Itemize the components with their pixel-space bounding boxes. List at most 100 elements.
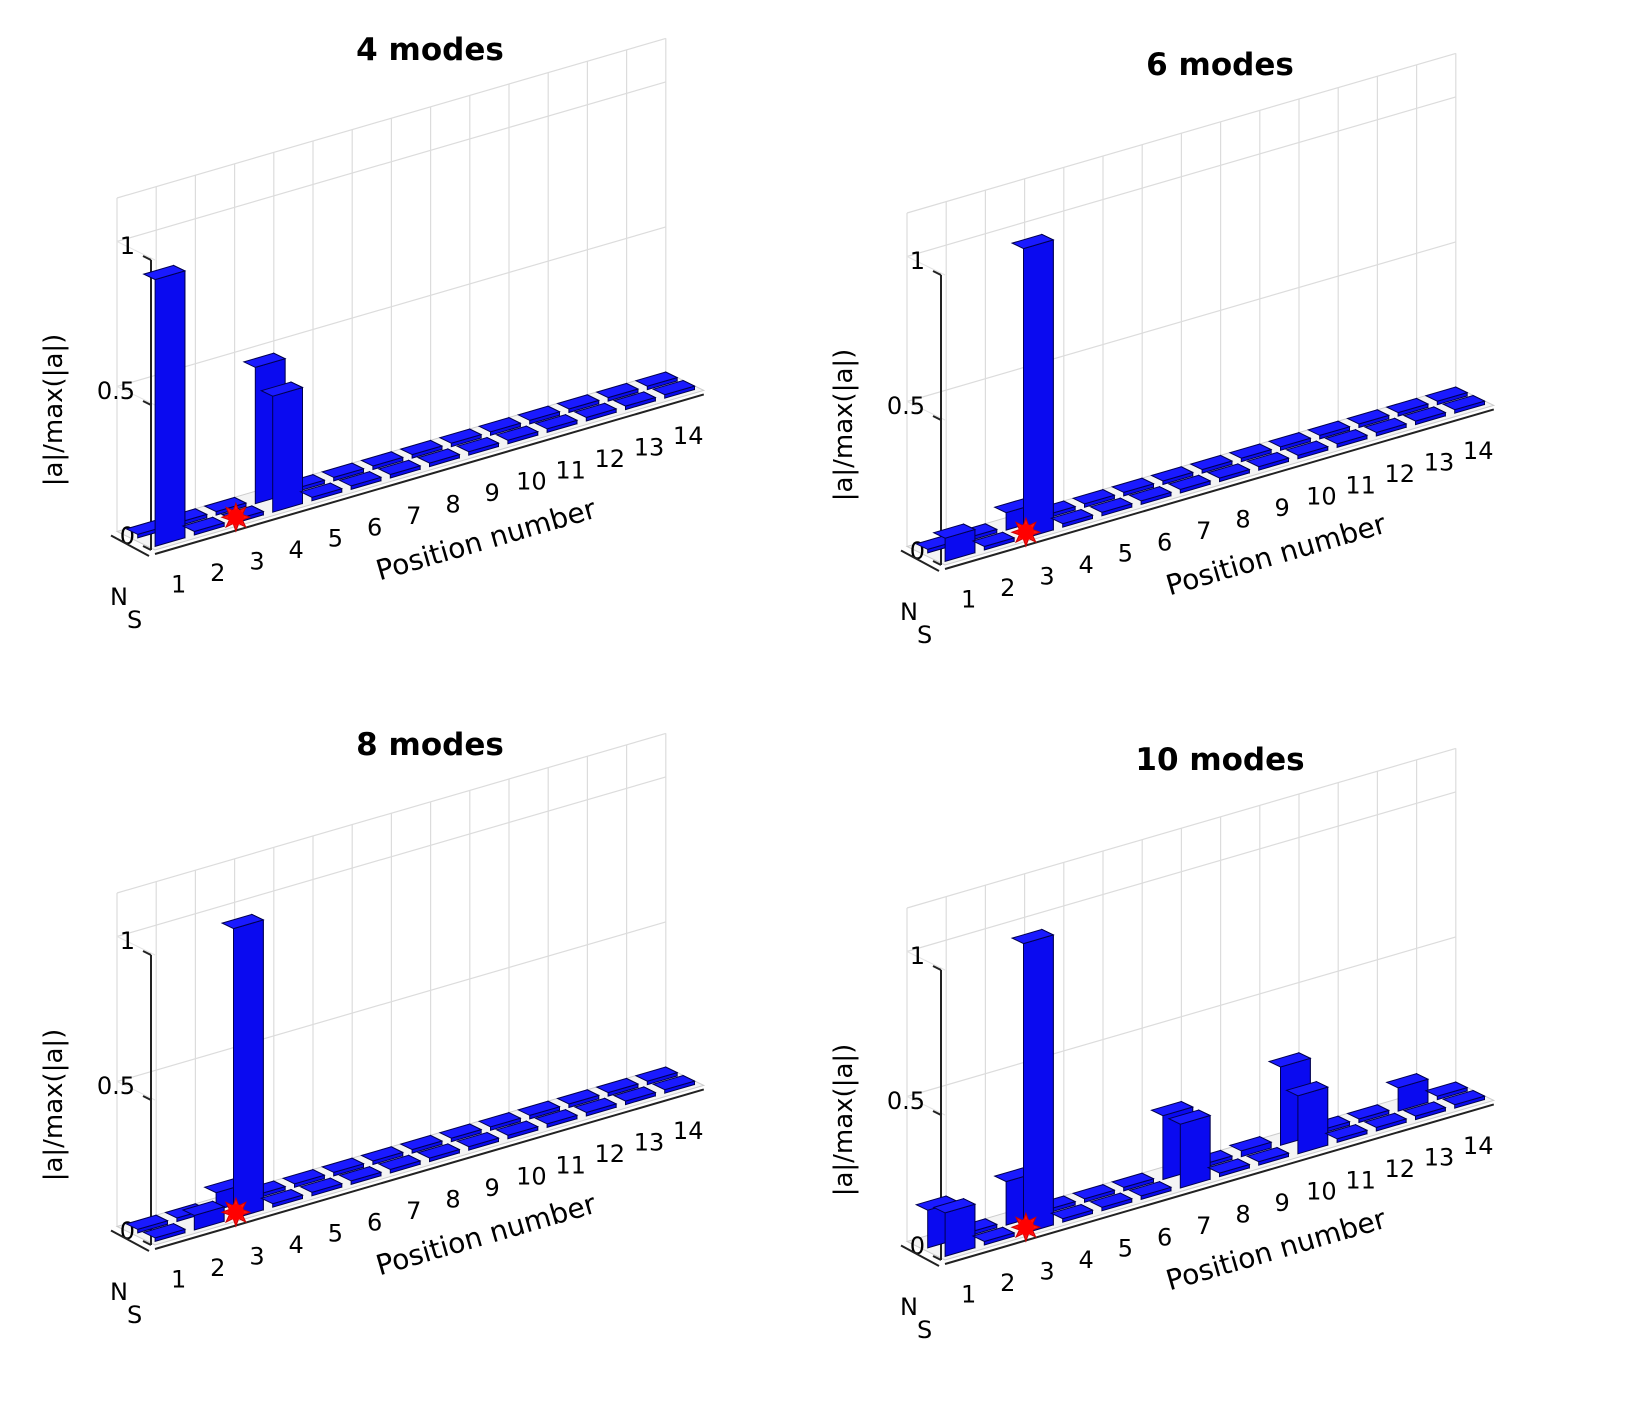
bar-back-pos-10 — [477, 416, 522, 436]
bar-back-pos-12 — [556, 393, 601, 414]
chart-panel-4: 10 modes 0 0.5 1 |a|/max(|a|) N S 1 2 3 4 5 6 7 8 9 10 11… — [790, 720, 1590, 1420]
bar-back-pos-12 — [556, 1088, 601, 1109]
grid-line — [906, 1096, 946, 1116]
marker-star — [220, 501, 252, 533]
bar-back-pos-14 — [1424, 386, 1469, 406]
bar-back-pos-7 — [360, 1145, 405, 1166]
bar-front-pos-8 — [416, 448, 461, 468]
bar-front-pos-14 — [1441, 394, 1486, 414]
depth-axis-label: N — [900, 1293, 918, 1321]
bar-back-pos-13 — [595, 382, 640, 402]
x-tick-label: 1 — [171, 1265, 186, 1293]
bars — [124, 913, 696, 1243]
x-tick-label: 13 — [1424, 449, 1455, 477]
z-tick-label: 1 — [910, 247, 925, 275]
bar-back-pos-6 — [1110, 477, 1155, 497]
x-tick-label: 11 — [1345, 471, 1376, 499]
x-tick-label: 6 — [367, 513, 382, 541]
x-tick-label: 12 — [1385, 1155, 1416, 1183]
y-axis-label: |a|/max(|a|) — [39, 334, 69, 487]
bar-front-pos-2 — [971, 1226, 1016, 1246]
chart-panel-2: 6 modes 0 0.5 1 |a|/max(|a|) N S 1 2 3 4 5 6 7 8 9 10 11 1… — [790, 25, 1590, 725]
depth-axis-label: N — [110, 1278, 128, 1306]
marker-star — [220, 1196, 252, 1228]
bar-front-pos-3 — [1010, 233, 1055, 540]
bar-back-pos-13 — [1385, 1072, 1430, 1112]
x-tick-label: 14 — [673, 1117, 704, 1145]
grid-line — [116, 732, 666, 894]
z-tick-label: 0 — [910, 537, 925, 565]
grid-line — [906, 401, 946, 421]
bar-front-pos-11 — [1324, 1123, 1369, 1144]
z-tick — [142, 400, 152, 406]
x-tick-label: 8 — [445, 491, 460, 519]
x-tick-label: 14 — [1463, 437, 1494, 465]
x-tick-label: 10 — [1306, 483, 1337, 511]
x-tick-label: 14 — [673, 422, 704, 450]
bar-back-pos-1 — [124, 1214, 169, 1234]
x-tick-label: 10 — [516, 1163, 547, 1191]
z-axis: 00.51 — [887, 247, 942, 566]
bar-front-pos-10 — [495, 1120, 540, 1140]
bar-front-pos-12 — [1363, 1112, 1408, 1132]
x-tick-label: 10 — [1306, 1178, 1337, 1206]
x-tick-label: 9 — [1275, 494, 1290, 522]
bar-front-pos-5 — [299, 1177, 344, 1197]
x-tick-label: 6 — [1157, 528, 1172, 556]
bar-front-pos-1 — [932, 523, 977, 563]
z-tick — [142, 545, 152, 551]
x-tick-label: 14 — [1463, 1132, 1494, 1160]
grid-line — [906, 52, 1456, 214]
bar-back-pos-14 — [634, 1066, 679, 1086]
bar-back-pos-7 — [360, 450, 405, 471]
x-tick-label: 2 — [210, 559, 225, 587]
bar-back-pos-12 — [1346, 408, 1391, 429]
z-tick-label: 0 — [910, 1232, 925, 1260]
bar-back-pos-8 — [399, 1134, 444, 1154]
depth-axis-line — [110, 534, 150, 557]
x-tick-label: 7 — [406, 1197, 421, 1225]
chart-title: 8 modes — [356, 727, 504, 763]
x-tick-label: 12 — [595, 445, 626, 473]
grid-line — [906, 936, 1456, 1098]
z-axis: 00.51 — [97, 232, 152, 551]
depth-axis-line — [900, 1244, 940, 1267]
x-tick-label: 5 — [328, 525, 343, 553]
x-tick-label: 4 — [289, 1231, 304, 1259]
y-axis-label: |a|/max(|a|) — [39, 1029, 69, 1182]
x-tick-label: 2 — [1000, 574, 1015, 602]
bar-front-pos-10 — [1285, 1080, 1330, 1155]
bar-back-pos-12 — [1346, 1103, 1391, 1124]
depth-axis-label-sub: S — [917, 621, 932, 649]
z-tick — [932, 270, 942, 276]
bar-back-pos-11 — [1306, 420, 1351, 440]
bar-front-pos-2 — [181, 516, 226, 536]
bar-back-pos-14 — [1424, 1081, 1469, 1101]
grid-line — [116, 1081, 156, 1101]
x-tick-label: 10 — [516, 468, 547, 496]
z-tick — [142, 1095, 152, 1101]
z-axis: 00.51 — [887, 942, 942, 1261]
x-tick-label: 2 — [210, 1254, 225, 1282]
bar-front-pos-1 — [932, 1197, 977, 1258]
bar-back-pos-10 — [1267, 431, 1312, 451]
bar-front-pos-7 — [1167, 474, 1212, 494]
chart-panel-3: 8 modes 0 0.5 1 |a|/max(|a|) N S 1 2 3 4 5 6 7 8 9 10 11 1… — [0, 705, 800, 1405]
bar-back-pos-6 — [320, 462, 365, 482]
bar-back-pos-6 — [1110, 1172, 1155, 1192]
chart-title: 10 modes — [1135, 742, 1304, 778]
x-tick-label: 8 — [1235, 506, 1250, 534]
bar-front-pos-6 — [1128, 1180, 1173, 1201]
bar-front-pos-8 — [416, 1143, 461, 1163]
bar-front-pos-13 — [1402, 1101, 1447, 1121]
bar-front-pos-10 — [495, 425, 540, 445]
bar-front-pos-9 — [1245, 1146, 1290, 1166]
bar-front-pos-14 — [651, 379, 696, 399]
z-tick — [932, 560, 942, 566]
grid-walls — [116, 37, 667, 532]
depth-axis-label-sub: S — [917, 1316, 932, 1344]
grid-line — [906, 241, 1456, 403]
x-tick-label: 5 — [328, 1220, 343, 1248]
z-tick — [142, 255, 152, 261]
